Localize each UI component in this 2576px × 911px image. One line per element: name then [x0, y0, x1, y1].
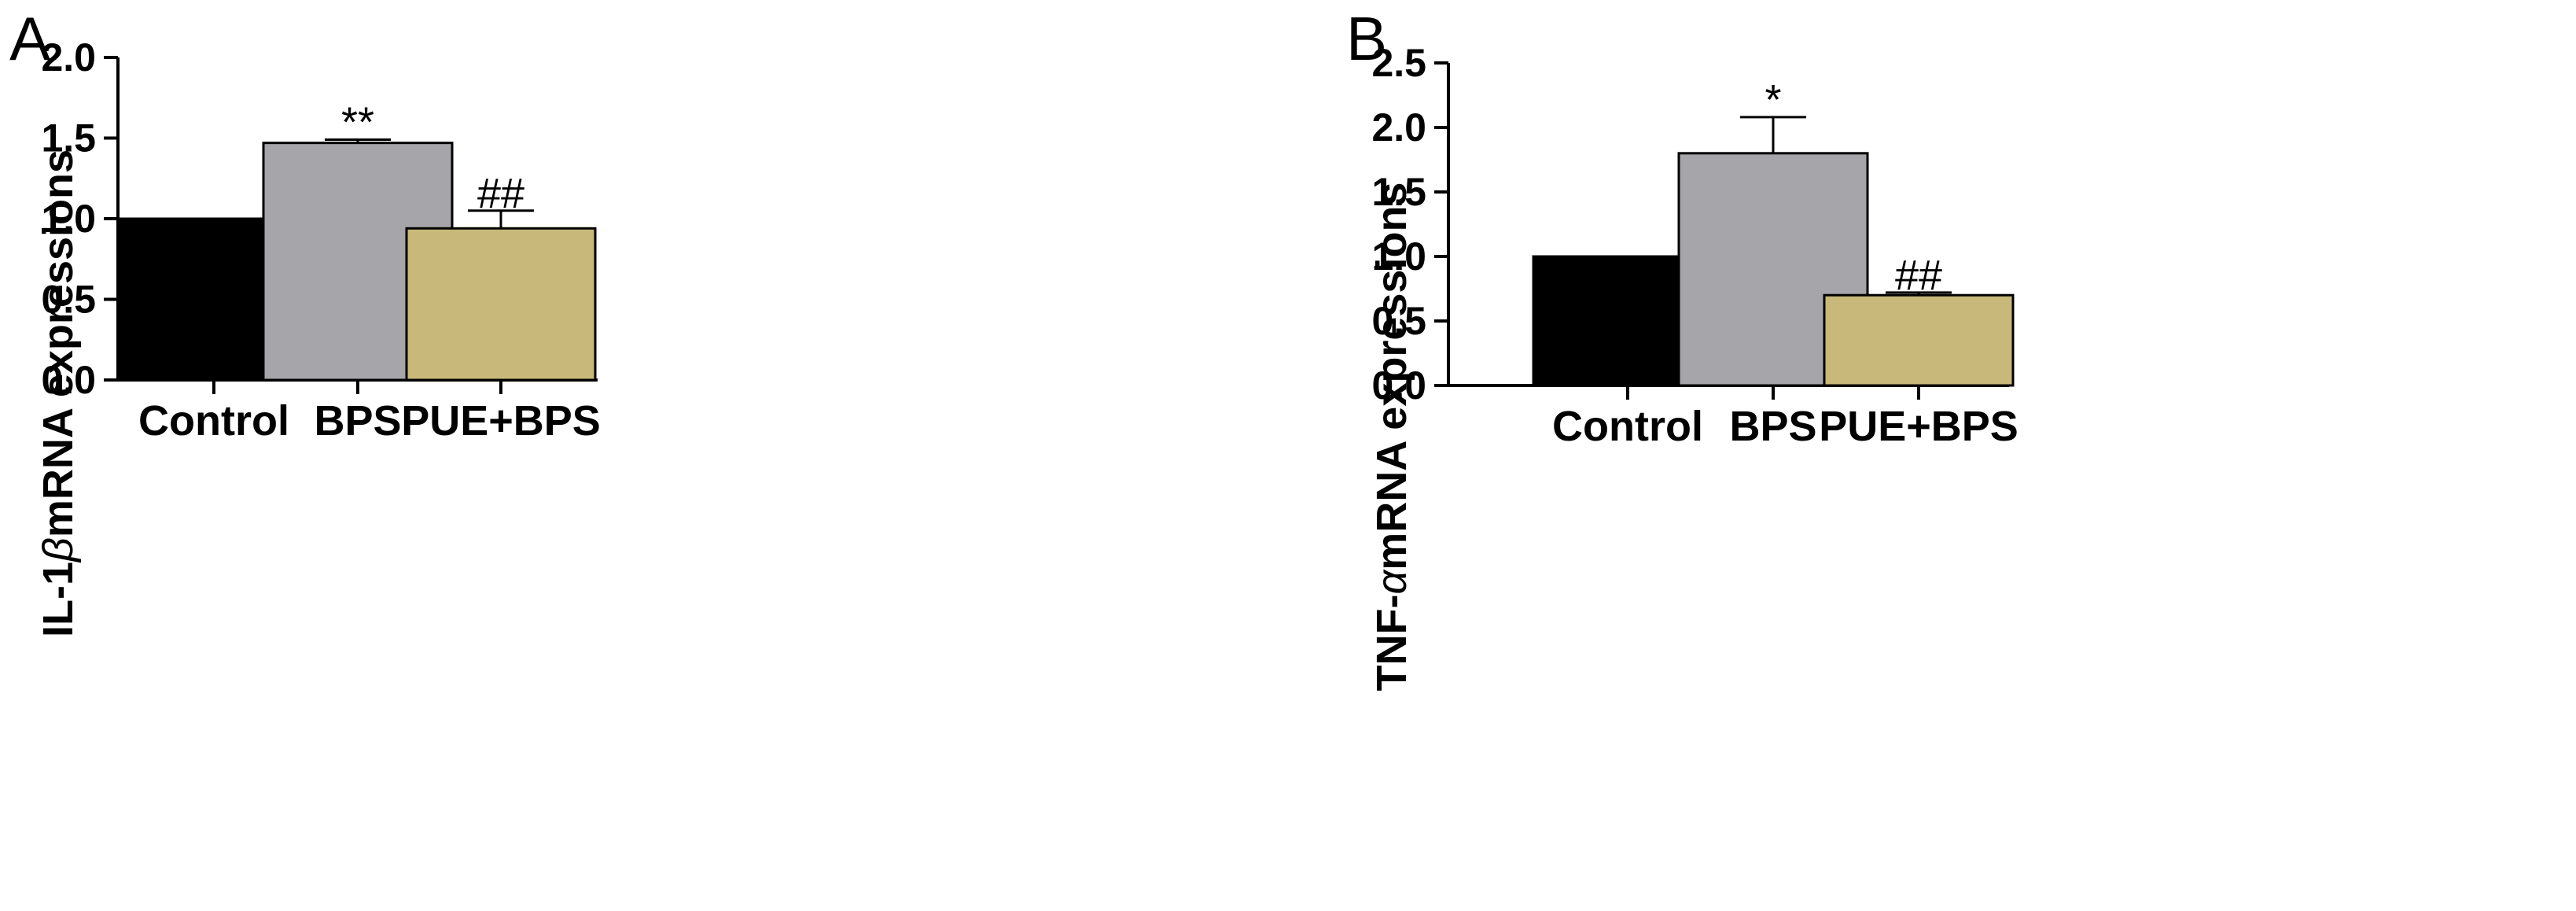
panel-letter-b: B: [1346, 4, 1387, 73]
panel-letter-a: A: [9, 4, 50, 73]
category-label-a-3: PUE+BPS: [401, 397, 601, 444]
panel-a: A IL-1βmRNA expressions 0.0 0.5 1.0 1.5 2.0 C…: [9, 4, 601, 637]
panel-b: B TNF-αmRNA expressions 0.0 0.5 1.0 1.5 2.0 2…: [1346, 4, 2018, 691]
bar-b-3: [1823, 293, 2015, 387]
category-label-a-1: Control: [138, 397, 289, 444]
significance-label-b-2: *: [1765, 76, 1781, 124]
category-label-b-3: PUE+BPS: [1819, 403, 2018, 450]
y-axis-title-a: IL-1βmRNA expressions: [35, 149, 82, 637]
y-tick-label-a: 0.5: [41, 278, 96, 322]
category-label-a-2: BPS: [314, 397, 401, 444]
category-label-b-2: BPS: [1729, 403, 1816, 450]
plot-area-b: 0.0 0.5 1.0 1.5 2.0 2.5 Control * BPS ## PUE+BPS: [1371, 41, 2018, 450]
plot-area-a: 0.0 0.5 1.0 1.5 2.0 Control ** BPS ## PUE+BPS: [41, 35, 600, 444]
y-tick-label-b: 2.0: [1371, 105, 1426, 149]
significance-label-a-2: **: [341, 99, 374, 146]
y-tick-label-b: 2.5: [1371, 41, 1426, 85]
significance-label-a-3: ##: [477, 170, 524, 217]
y-tick-label-a: 1.0: [41, 197, 96, 241]
y-tick-label-b: 0.0: [1371, 363, 1426, 408]
significance-label-b-3: ##: [1895, 252, 1942, 299]
y-tick-label-a: 2.0: [41, 35, 96, 79]
category-label-b-1: Control: [1552, 403, 1703, 450]
bar-a-3: [405, 227, 597, 382]
y-tick-label-a: 1.5: [41, 116, 96, 160]
y-tick-label-b: 0.5: [1371, 299, 1426, 343]
y-tick-label-b: 1.0: [1371, 234, 1426, 278]
y-tick-label-b: 1.5: [1371, 170, 1426, 214]
y-tick-label-a: 0.0: [41, 358, 96, 402]
y-axis-title-b: TNF-αmRNA expressions: [1368, 183, 1415, 692]
